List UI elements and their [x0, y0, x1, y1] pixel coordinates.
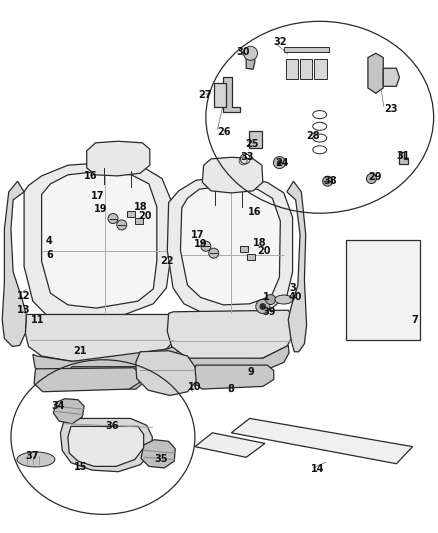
Circle shape — [108, 214, 118, 223]
Text: 24: 24 — [275, 158, 289, 167]
Polygon shape — [180, 185, 280, 305]
Text: 12: 12 — [17, 291, 30, 301]
Polygon shape — [246, 49, 255, 69]
Circle shape — [260, 303, 266, 310]
Polygon shape — [136, 351, 196, 395]
Circle shape — [117, 220, 127, 230]
Circle shape — [209, 248, 219, 258]
Polygon shape — [195, 433, 265, 457]
Polygon shape — [33, 345, 177, 373]
Text: 14: 14 — [311, 464, 325, 474]
Text: 39: 39 — [262, 307, 276, 317]
Polygon shape — [346, 240, 420, 340]
Text: 4: 4 — [46, 237, 53, 246]
Text: 17: 17 — [191, 230, 204, 239]
Text: 3: 3 — [289, 283, 296, 293]
Polygon shape — [24, 163, 171, 320]
Polygon shape — [25, 314, 177, 361]
Text: 9: 9 — [247, 367, 254, 377]
Text: 27: 27 — [198, 90, 212, 100]
Circle shape — [256, 300, 270, 313]
Circle shape — [367, 174, 376, 183]
Polygon shape — [167, 310, 294, 364]
Polygon shape — [287, 181, 307, 352]
Polygon shape — [399, 152, 408, 164]
Text: 18: 18 — [253, 238, 267, 247]
Text: 8: 8 — [228, 384, 235, 394]
FancyBboxPatch shape — [314, 59, 327, 79]
Text: 20: 20 — [138, 212, 152, 221]
Polygon shape — [2, 181, 26, 346]
Text: 40: 40 — [289, 293, 303, 302]
Circle shape — [273, 157, 286, 168]
Text: 19: 19 — [194, 239, 208, 249]
Polygon shape — [368, 53, 383, 93]
Text: 26: 26 — [217, 127, 230, 137]
FancyBboxPatch shape — [300, 59, 312, 79]
Polygon shape — [68, 426, 144, 466]
Polygon shape — [231, 418, 413, 464]
Text: 25: 25 — [245, 139, 259, 149]
Text: 32: 32 — [274, 37, 287, 46]
Text: 21: 21 — [73, 346, 87, 356]
Polygon shape — [202, 157, 263, 193]
Polygon shape — [87, 141, 150, 176]
Text: 10: 10 — [188, 383, 202, 392]
FancyBboxPatch shape — [127, 211, 135, 217]
Text: 34: 34 — [52, 401, 65, 411]
Text: 22: 22 — [161, 256, 174, 266]
Text: 20: 20 — [258, 246, 271, 255]
Circle shape — [323, 176, 332, 186]
Polygon shape — [34, 368, 140, 392]
Text: 1: 1 — [263, 293, 269, 302]
Text: 31: 31 — [396, 151, 410, 161]
Text: 7: 7 — [412, 315, 418, 325]
Polygon shape — [141, 440, 175, 468]
Text: 37: 37 — [25, 451, 39, 461]
Text: 36: 36 — [105, 422, 119, 431]
Polygon shape — [383, 68, 399, 86]
Text: 33: 33 — [240, 152, 254, 162]
Text: 17: 17 — [91, 191, 105, 201]
Circle shape — [244, 46, 258, 60]
Circle shape — [277, 160, 282, 165]
Text: 16: 16 — [247, 207, 261, 217]
Text: 19: 19 — [94, 205, 108, 214]
Text: 13: 13 — [17, 305, 30, 315]
Text: 6: 6 — [46, 250, 53, 260]
Polygon shape — [42, 172, 157, 308]
Polygon shape — [60, 418, 152, 472]
FancyBboxPatch shape — [284, 47, 328, 52]
Polygon shape — [70, 367, 144, 389]
Text: 11: 11 — [31, 315, 44, 325]
Polygon shape — [167, 177, 293, 316]
Polygon shape — [173, 345, 289, 376]
Text: 30: 30 — [237, 47, 250, 56]
Text: 18: 18 — [134, 202, 147, 212]
Circle shape — [266, 295, 276, 304]
Polygon shape — [214, 83, 226, 107]
Polygon shape — [194, 365, 274, 389]
Circle shape — [201, 241, 211, 251]
Text: 16: 16 — [84, 171, 98, 181]
FancyBboxPatch shape — [286, 59, 298, 79]
FancyBboxPatch shape — [240, 246, 248, 253]
Text: 35: 35 — [154, 455, 168, 464]
Text: 38: 38 — [323, 176, 337, 186]
Text: 29: 29 — [368, 172, 381, 182]
Ellipse shape — [275, 295, 293, 304]
FancyBboxPatch shape — [247, 254, 254, 260]
Text: 28: 28 — [307, 131, 320, 141]
Text: 23: 23 — [384, 104, 398, 114]
Text: 15: 15 — [74, 463, 87, 472]
Polygon shape — [249, 131, 262, 148]
Circle shape — [239, 157, 247, 165]
Polygon shape — [53, 399, 84, 424]
FancyBboxPatch shape — [135, 218, 143, 224]
Ellipse shape — [17, 452, 55, 467]
Polygon shape — [223, 77, 240, 112]
